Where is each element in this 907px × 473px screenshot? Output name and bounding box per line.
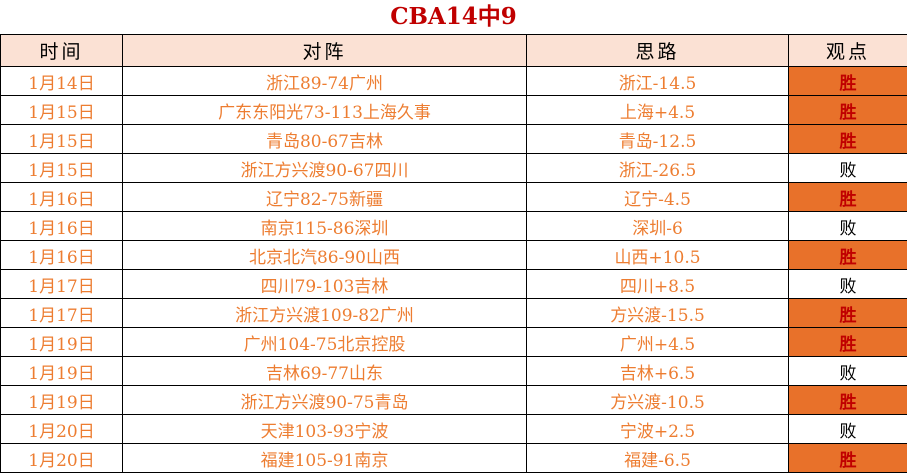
cell-time: 1月15日: [0, 153, 123, 183]
column-header-match: 对阵: [122, 34, 527, 67]
cell-time: 1月15日: [0, 95, 123, 125]
cell-match: 浙江方兴渡90-75青岛: [122, 385, 527, 415]
cell-view-win: 胜: [788, 443, 907, 473]
cell-time: 1月19日: [0, 356, 123, 386]
table-row: 1月15日 浙江方兴渡90-67四川 浙江-26.5 败: [0, 153, 907, 183]
column-header-time: 时间: [0, 34, 123, 67]
table-row: 1月16日 北京北汽86-90山西 山西+10.5 胜: [0, 240, 907, 270]
cell-view-win: 胜: [788, 182, 907, 212]
cell-time: 1月20日: [0, 414, 123, 444]
cell-match: 浙江89-74广州: [122, 66, 527, 96]
table-header: 时间 对阵 思路 观点: [0, 34, 907, 67]
column-header-view: 观点: [788, 34, 907, 67]
table-row: 1月14日 浙江89-74广州 浙江-14.5 胜: [0, 66, 907, 96]
cell-idea: 浙江-26.5: [526, 153, 789, 183]
cell-time: 1月16日: [0, 182, 123, 212]
cell-match: 天津103-93宁波: [122, 414, 527, 444]
table-row: 1月17日 四川79-103吉林 四川+8.5 败: [0, 269, 907, 299]
cell-time: 1月17日: [0, 269, 123, 299]
cell-match: 浙江方兴渡109-82广州: [122, 298, 527, 328]
table-row: 1月19日 浙江方兴渡90-75青岛 方兴渡-10.5 胜: [0, 385, 907, 415]
cell-view-win: 胜: [788, 124, 907, 154]
cell-match: 广东东阳光73-113上海久事: [122, 95, 527, 125]
cell-view-win: 胜: [788, 327, 907, 357]
cell-idea: 吉林+6.5: [526, 356, 789, 386]
page-title: CBA14中9: [390, 3, 517, 30]
cell-time: 1月14日: [0, 66, 123, 96]
cell-time: 1月19日: [0, 385, 123, 415]
cell-time: 1月17日: [0, 298, 123, 328]
cell-idea: 四川+8.5: [526, 269, 789, 299]
cell-view-loss: 败: [788, 414, 907, 444]
table-row: 1月17日 浙江方兴渡109-82广州 方兴渡-15.5 胜: [0, 298, 907, 328]
cell-view-win: 胜: [788, 298, 907, 328]
table-body: 1月14日 浙江89-74广州 浙江-14.5 胜 1月15日 广东东阳光73-113上海…: [0, 66, 907, 473]
cell-view-loss: 败: [788, 356, 907, 386]
table-row: 1月16日 南京115-86深圳 深圳-6 败: [0, 211, 907, 241]
table-row: 1月19日 吉林69-77山东 吉林+6.5 败: [0, 356, 907, 386]
cell-idea: 方兴渡-15.5: [526, 298, 789, 328]
cell-view-loss: 败: [788, 153, 907, 183]
cell-idea: 深圳-6: [526, 211, 789, 241]
cell-idea: 辽宁-4.5: [526, 182, 789, 212]
cell-time: 1月15日: [0, 124, 123, 154]
table-header-row: 时间 对阵 思路 观点: [0, 34, 907, 67]
cell-time: 1月19日: [0, 327, 123, 357]
table-row: 1月16日 辽宁82-75新疆 辽宁-4.5 胜: [0, 182, 907, 212]
cell-match: 福建105-91南京: [122, 443, 527, 473]
cell-time: 1月20日: [0, 443, 123, 473]
cell-idea: 福建-6.5: [526, 443, 789, 473]
cell-idea: 浙江-14.5: [526, 66, 789, 96]
cell-view-loss: 败: [788, 269, 907, 299]
cell-match: 吉林69-77山东: [122, 356, 527, 386]
cell-match: 南京115-86深圳: [122, 211, 527, 241]
cell-match: 浙江方兴渡90-67四川: [122, 153, 527, 183]
cell-view-win: 胜: [788, 385, 907, 415]
cba-results-table: 时间 对阵 思路 观点 1月14日 浙江89-74广州 浙江-14.5 胜 1月15日广…: [0, 34, 907, 473]
cell-view-win: 胜: [788, 66, 907, 96]
cell-match: 广州104-75北京控股: [122, 327, 527, 357]
table-row: 1月19日 广州104-75北京控股 广州+4.5 胜: [0, 327, 907, 357]
cell-idea: 宁波+2.5: [526, 414, 789, 444]
cell-idea: 方兴渡-10.5: [526, 385, 789, 415]
table-row: 1月20日 天津103-93宁波 宁波+2.5 败: [0, 414, 907, 444]
cell-match: 辽宁82-75新疆: [122, 182, 527, 212]
cell-view-win: 胜: [788, 240, 907, 270]
column-header-idea: 思路: [526, 34, 789, 67]
cell-view-win: 胜: [788, 95, 907, 125]
cell-time: 1月16日: [0, 211, 123, 241]
cell-view-loss: 败: [788, 211, 907, 241]
cell-idea: 广州+4.5: [526, 327, 789, 357]
cell-idea: 上海+4.5: [526, 95, 789, 125]
cell-match: 北京北汽86-90山西: [122, 240, 527, 270]
cell-match: 四川79-103吉林: [122, 269, 527, 299]
table-row: 1月15日 广东东阳光73-113上海久事 上海+4.5 胜: [0, 95, 907, 125]
table-row: 1月20日 福建105-91南京 福建-6.5 胜: [0, 443, 907, 473]
cell-idea: 青岛-12.5: [526, 124, 789, 154]
cell-match: 青岛80-67吉林: [122, 124, 527, 154]
table-row: 1月15日 青岛80-67吉林 青岛-12.5 胜: [0, 124, 907, 154]
cell-time: 1月16日: [0, 240, 123, 270]
cell-idea: 山西+10.5: [526, 240, 789, 270]
